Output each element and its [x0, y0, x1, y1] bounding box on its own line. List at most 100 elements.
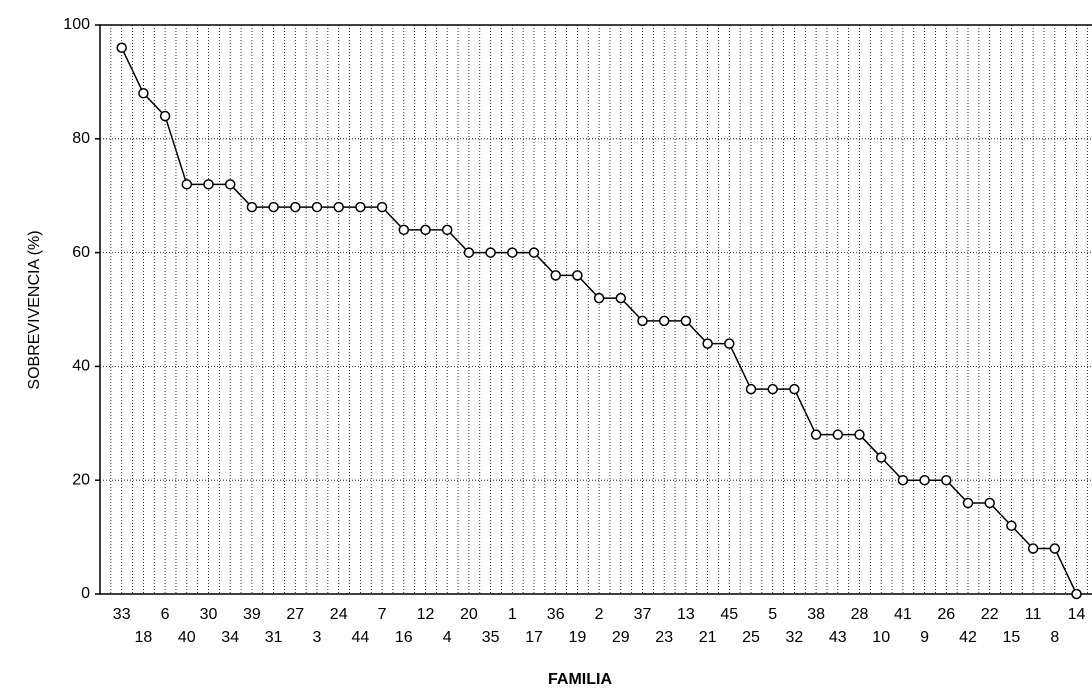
point: [116, 42, 127, 54]
point: [637, 315, 648, 327]
line: [121, 47, 1078, 595]
point: [962, 497, 974, 509]
point: [1071, 588, 1082, 600]
point: [224, 179, 236, 190]
x-tick-label: 4: [443, 629, 452, 646]
x-tick-label: 38: [807, 606, 825, 623]
point: [724, 338, 735, 349]
x-tick-label: 19: [569, 629, 587, 646]
x-tick-label: 33: [113, 606, 131, 623]
point: [376, 201, 388, 213]
point: [789, 383, 800, 395]
y-tick-label: 80: [72, 130, 90, 147]
point: [203, 179, 214, 190]
plot-frame: [99, 24, 1092, 595]
x-tick-label: 32: [786, 629, 804, 646]
x-tick-label: 14: [1068, 606, 1086, 623]
point: [941, 474, 952, 486]
point: [441, 224, 453, 236]
x-tick-label: 17: [525, 629, 543, 646]
point: [593, 292, 605, 304]
x-tick-label: 11: [1025, 606, 1042, 623]
point: [290, 201, 301, 213]
x-tick-label: 24: [330, 606, 348, 623]
y-axis-title: SOBREVIVENCIA (%): [26, 230, 43, 389]
point: [745, 383, 757, 395]
point: [333, 201, 344, 213]
point: [398, 224, 410, 236]
x-tick-label: 10: [872, 629, 890, 646]
x-tick-label: 20: [460, 606, 478, 623]
y-tick-label: 0: [81, 585, 90, 602]
point: [550, 270, 561, 281]
x-axis-title: FAMILIA: [548, 671, 612, 688]
x-tick-label: 44: [352, 629, 370, 646]
point: [1027, 543, 1039, 554]
x-tick-label: 13: [677, 606, 695, 623]
point: [680, 315, 692, 327]
y-tick-label: 100: [63, 16, 90, 33]
x-tick-label: 25: [742, 629, 760, 646]
x-tick-label: 23: [655, 629, 673, 646]
x-tick-label: 29: [612, 629, 630, 646]
x-tick-label: 37: [634, 606, 652, 623]
x-tick-label: 21: [699, 629, 717, 646]
x-tick-label: 3: [313, 629, 322, 646]
point: [1049, 543, 1061, 554]
x-tick-label: 45: [720, 606, 738, 623]
x-tick-label: 18: [135, 629, 153, 646]
x-tick-label: 22: [981, 606, 999, 623]
point: [984, 497, 995, 509]
x-tick-label: 34: [221, 629, 239, 646]
point: [875, 452, 887, 463]
y-tick-label: 40: [72, 358, 90, 375]
point: [268, 201, 279, 213]
x-tick-label: 7: [378, 606, 387, 623]
x-tick-label: 43: [829, 629, 847, 646]
point: [463, 247, 475, 258]
x-tick-label: 1: [508, 606, 517, 623]
x-tick-label: 8: [1050, 629, 1059, 646]
point: [507, 247, 518, 258]
x-tick-label: 6: [161, 606, 170, 623]
x-tick-label: 28: [851, 606, 869, 623]
y-tick-label: 20: [72, 471, 90, 488]
point: [615, 292, 627, 304]
x-tick-label: 16: [395, 629, 413, 646]
x-tick-label: 41: [894, 606, 912, 623]
x-tick-label: 9: [920, 629, 929, 646]
x-tick-label: 26: [937, 606, 955, 623]
x-tick-label: 31: [265, 629, 283, 646]
point: [355, 201, 366, 213]
point: [919, 474, 930, 486]
y-tick-label: 60: [72, 244, 90, 261]
point: [246, 201, 258, 213]
x-tick-label: 40: [178, 629, 196, 646]
point: [658, 315, 670, 327]
x-tick-label: 39: [243, 606, 261, 623]
point: [854, 429, 865, 440]
point: [572, 270, 583, 281]
x-tick-label: 42: [959, 629, 977, 646]
point: [832, 429, 844, 440]
point: [181, 179, 193, 190]
point: [767, 383, 778, 395]
point: [420, 224, 431, 236]
point: [159, 110, 171, 122]
x-tick-label: 36: [547, 606, 565, 623]
x-tick-label: 15: [1003, 629, 1021, 646]
point: [897, 474, 909, 486]
x-tick-label: 12: [417, 606, 435, 623]
x-tick-label: 30: [200, 606, 218, 623]
point: [810, 429, 822, 440]
point: [528, 247, 540, 258]
point: [1006, 520, 1017, 531]
point: [311, 201, 323, 213]
point: [138, 88, 149, 99]
point: [702, 338, 713, 349]
x-tick-label: 5: [768, 606, 777, 623]
x-tick-label: 35: [482, 629, 500, 646]
point: [485, 247, 496, 258]
x-tick-label: 27: [286, 606, 304, 623]
